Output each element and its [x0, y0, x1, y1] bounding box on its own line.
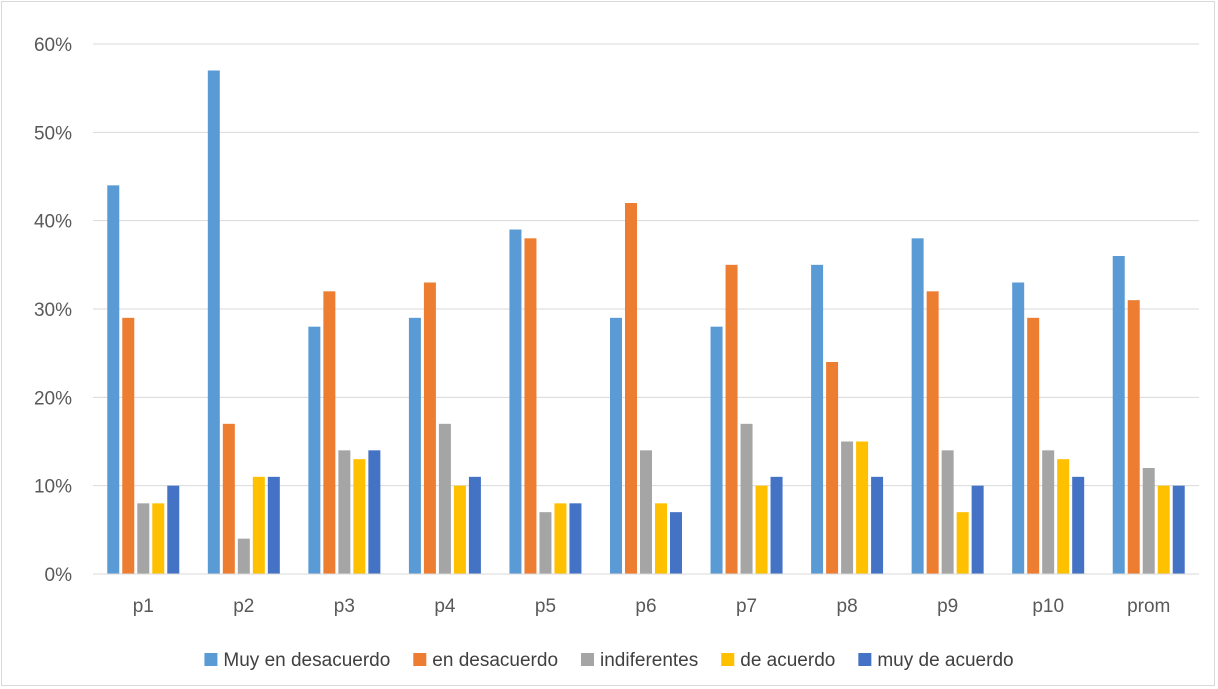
bar-p8-series-3 — [841, 441, 854, 574]
bar-p4-series-4 — [453, 485, 466, 574]
x-tick-label: prom — [1127, 596, 1170, 617]
bar-p3-series-1 — [308, 326, 321, 574]
bar-p9-series-4 — [956, 512, 969, 574]
bar-p7-series-4 — [755, 485, 768, 574]
bars — [107, 70, 1185, 575]
bar-prom-series-1 — [1112, 256, 1125, 574]
y-tick-label: 30% — [34, 300, 72, 321]
bar-p10-series-3 — [1042, 450, 1055, 574]
bar-p6-series-5 — [670, 512, 682, 574]
bar-p5-series-5 — [569, 503, 582, 574]
bar-p5-series-1 — [509, 229, 522, 574]
bar-p6-series-3 — [640, 450, 652, 574]
legend-item: de acuerdo — [721, 650, 835, 671]
bar-p2-series-4 — [252, 476, 265, 574]
legend-item: muy de acuerdo — [858, 650, 1014, 671]
bar-p4-series-1 — [408, 317, 421, 574]
x-tick-label: p3 — [334, 596, 355, 617]
bar-p10-series-1 — [1012, 282, 1025, 574]
x-tick-label: p6 — [635, 596, 656, 617]
legend-item: en desacuerdo — [413, 650, 558, 671]
bar-p1-series-4 — [152, 503, 165, 574]
bar-p1-series-2 — [122, 317, 135, 574]
y-tick-label: 60% — [34, 35, 72, 56]
legend-label: muy de acuerdo — [877, 650, 1013, 671]
bar-p1-series-3 — [137, 503, 150, 574]
bar-p4-series-2 — [423, 282, 436, 574]
bar-p9-series-3 — [941, 450, 954, 574]
legend-item: indiferentes — [581, 650, 698, 671]
bar-p5-series-4 — [554, 503, 567, 574]
bar-p3-series-3 — [338, 450, 351, 574]
bar-p4-series-3 — [438, 423, 451, 574]
bar-p10-series-4 — [1057, 459, 1070, 574]
bar-p6-series-2 — [625, 203, 637, 574]
bar-prom-series-2 — [1127, 300, 1140, 574]
bar-p7-series-5 — [770, 476, 783, 574]
bar-p3-series-5 — [368, 450, 381, 574]
x-tick-label: p8 — [837, 596, 858, 617]
bar-p4-series-5 — [468, 476, 481, 574]
y-tick-label: 10% — [34, 477, 72, 498]
bar-p6-series-4 — [655, 503, 667, 574]
bar-p2-series-5 — [267, 476, 280, 574]
bar-p9-series-5 — [971, 485, 984, 574]
bar-p5-series-3 — [539, 512, 552, 574]
legend-swatch — [858, 653, 872, 666]
bar-p7-series-1 — [710, 326, 723, 574]
x-tick-label: p1 — [133, 596, 154, 617]
bar-p1-series-1 — [107, 185, 120, 575]
bar-p9-series-2 — [926, 291, 939, 574]
bar-p2-series-3 — [237, 538, 250, 574]
bar-p5-series-2 — [524, 238, 537, 575]
bar-p8-series-2 — [826, 362, 839, 574]
bar-p10-series-2 — [1027, 317, 1040, 574]
x-axis-ticks: p1 p2 p3 p4 p5 p6 p7 p8 p9 p10 prom — [133, 596, 1171, 617]
legend-label: Muy en desacuerdo — [223, 650, 390, 671]
x-tick-label: p5 — [535, 596, 556, 617]
bar-p3-series-2 — [323, 291, 336, 574]
bar-p8-series-4 — [856, 441, 869, 574]
x-tick-label: p9 — [937, 596, 958, 617]
bar-prom-series-4 — [1157, 485, 1170, 574]
legend-label: indiferentes — [600, 650, 698, 671]
x-tick-label: p4 — [434, 596, 456, 617]
legend-swatch — [721, 653, 735, 666]
bar-p1-series-5 — [167, 485, 180, 574]
bar-p7-series-2 — [725, 264, 738, 574]
bar-p9-series-1 — [911, 238, 924, 575]
y-tick-label: 0% — [45, 565, 73, 586]
legend-label: de acuerdo — [740, 650, 835, 671]
y-tick-label: 40% — [34, 212, 72, 233]
y-tick-label: 20% — [34, 388, 72, 409]
legend-swatch — [581, 653, 595, 666]
bar-prom-series-3 — [1142, 468, 1155, 574]
bar-p8-series-5 — [871, 476, 884, 574]
bar-p3-series-4 — [353, 459, 366, 574]
y-tick-label: 50% — [34, 123, 72, 144]
bar-prom-series-5 — [1172, 485, 1185, 574]
bar-p8-series-1 — [811, 264, 824, 574]
x-tick-label: p2 — [233, 596, 254, 617]
bar-p6-series-1 — [610, 317, 622, 574]
x-tick-label: p10 — [1032, 596, 1064, 617]
legend-swatch — [204, 653, 218, 666]
legend-swatch — [413, 653, 427, 666]
bar-p2-series-1 — [207, 70, 220, 574]
bar-p7-series-3 — [740, 423, 753, 574]
legend: Muy en desacuerdo en desacuerdo indiferent… — [204, 650, 1014, 671]
legend-item: Muy en desacuerdo — [204, 650, 390, 671]
x-tick-label: p7 — [736, 596, 757, 617]
bar-p10-series-5 — [1072, 476, 1085, 574]
legend-label: en desacuerdo — [432, 650, 558, 671]
y-axis-ticks: 0% 10% 20% 30% 40% 50% 60% — [34, 35, 72, 586]
bar-p2-series-2 — [222, 423, 235, 574]
